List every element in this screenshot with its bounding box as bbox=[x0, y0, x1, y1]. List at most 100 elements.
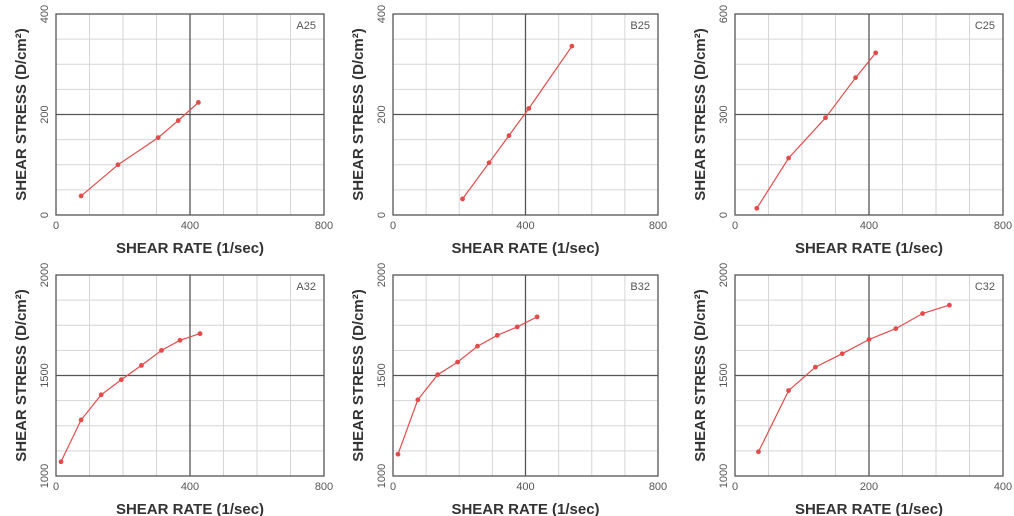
data-point bbox=[78, 193, 84, 199]
data-point bbox=[786, 155, 791, 161]
x-tick-label: 800 bbox=[649, 220, 667, 232]
x-tick-label: 400 bbox=[516, 481, 534, 493]
data-point bbox=[569, 43, 575, 49]
x-axis-label: SHEAR RATE (1/sec) bbox=[451, 501, 599, 516]
x-tick-label: 400 bbox=[860, 220, 878, 232]
data-point bbox=[115, 162, 121, 168]
y-tick-label: 400 bbox=[39, 5, 51, 23]
data-point bbox=[494, 332, 500, 338]
x-axis-label: SHEAR RATE (1/sec) bbox=[116, 240, 264, 257]
data-point bbox=[118, 377, 124, 383]
x-tick-label: 800 bbox=[315, 220, 333, 232]
data-point bbox=[526, 106, 532, 111]
data-point bbox=[893, 326, 899, 331]
data-point bbox=[460, 196, 465, 202]
panel-b32: 0 400 800 1000 1500 2000 SHEAR RATE (1/sec) SHE… bbox=[350, 263, 667, 516]
panel-title: B32 bbox=[630, 281, 650, 293]
panel-title: A25 bbox=[296, 20, 316, 32]
data-point bbox=[415, 397, 421, 403]
data-point bbox=[139, 363, 144, 368]
y-axis-label: SHEAR STRESS (D/cm²) bbox=[350, 28, 367, 201]
series-line bbox=[60, 333, 201, 463]
y-tick-label: 1000 bbox=[376, 464, 388, 488]
x-tick-label: 400 bbox=[181, 220, 199, 232]
y-axis-label: SHEAR STRESS (D/cm²) bbox=[13, 28, 30, 201]
data-point bbox=[506, 133, 512, 139]
y-axis-label: SHEAR STRESS (D/cm²) bbox=[692, 28, 709, 201]
data-point bbox=[486, 160, 492, 166]
x-tick-label: 0 bbox=[732, 220, 738, 232]
x-tick-label: 400 bbox=[181, 481, 199, 493]
y-tick-label: 2000 bbox=[376, 263, 388, 287]
x-tick-label: 0 bbox=[53, 220, 59, 232]
y-tick-label: 0 bbox=[39, 212, 51, 218]
series-line bbox=[80, 101, 199, 197]
data-point bbox=[455, 359, 460, 365]
x-axis-label: SHEAR RATE (1/sec) bbox=[795, 501, 943, 516]
series-line bbox=[462, 45, 573, 200]
x-tick-label: 800 bbox=[315, 481, 333, 493]
y-tick-label: 1500 bbox=[376, 363, 388, 387]
x-axis-label: SHEAR RATE (1/sec) bbox=[451, 240, 599, 257]
y-tick-label: 1500 bbox=[718, 363, 730, 387]
x-axis-label: SHEAR RATE (1/sec) bbox=[116, 501, 264, 516]
y-tick-label: 2000 bbox=[39, 263, 51, 287]
y-axis-label: SHEAR STRESS (D/cm²) bbox=[692, 289, 709, 462]
data-point bbox=[195, 100, 201, 105]
x-tick-label: 0 bbox=[390, 481, 396, 493]
data-point bbox=[853, 75, 858, 81]
data-point bbox=[813, 364, 818, 370]
series-line bbox=[397, 316, 538, 455]
panel-a32: 0 400 800 1000 1500 2000 SHEAR RATE (1/sec) SHE… bbox=[13, 263, 333, 516]
panel-a25: 0 400 800 0 200 400 SHEAR RATE (1/sec) SHEAR ST… bbox=[13, 5, 333, 257]
x-tick-label: 0 bbox=[53, 481, 59, 493]
data-point bbox=[920, 311, 925, 316]
data-point bbox=[435, 372, 441, 378]
data-point bbox=[98, 392, 104, 398]
data-point bbox=[395, 451, 401, 457]
panel-title: A32 bbox=[296, 281, 316, 293]
x-axis-label: SHEAR RATE (1/sec) bbox=[795, 240, 943, 257]
y-tick-label: 200 bbox=[39, 105, 51, 123]
series-line bbox=[757, 304, 950, 452]
data-point bbox=[754, 205, 760, 211]
panel-title: C32 bbox=[975, 281, 995, 293]
data-point bbox=[823, 115, 828, 121]
data-point bbox=[177, 337, 183, 343]
y-tick-label: 0 bbox=[376, 212, 388, 218]
panel-title: C25 bbox=[975, 20, 995, 32]
y-axis-label: SHEAR STRESS (D/cm²) bbox=[350, 289, 367, 462]
data-point bbox=[475, 343, 480, 349]
x-tick-label: 800 bbox=[994, 220, 1012, 232]
y-tick-label: 1500 bbox=[39, 363, 51, 387]
y-tick-label: 200 bbox=[376, 105, 388, 123]
panel-b25: 0 400 800 0 200 400 SHEAR RATE (1/sec) SHEAR ST… bbox=[350, 5, 667, 257]
panel-title: B25 bbox=[630, 20, 650, 32]
series-line bbox=[756, 52, 877, 209]
data-point bbox=[839, 351, 845, 357]
data-point bbox=[947, 302, 952, 308]
data-point bbox=[534, 314, 540, 320]
panel-c32: 0 200 400 1000 1500 2000 SHEAR RATE (1/sec) SHE… bbox=[692, 263, 1012, 516]
panel-c25: 0 400 800 0 300 600 SHEAR RATE (1/sec) SHEAR ST… bbox=[692, 5, 1012, 257]
y-tick-label: 600 bbox=[718, 5, 730, 23]
data-point bbox=[159, 347, 164, 353]
data-point bbox=[155, 135, 161, 141]
y-tick-label: 400 bbox=[376, 5, 388, 23]
x-tick-label: 200 bbox=[860, 481, 878, 493]
x-tick-label: 0 bbox=[732, 481, 738, 493]
x-tick-label: 0 bbox=[390, 220, 396, 232]
y-tick-label: 1000 bbox=[718, 464, 730, 488]
data-point bbox=[175, 118, 181, 123]
data-point bbox=[514, 324, 520, 330]
data-point bbox=[78, 417, 84, 423]
y-tick-label: 0 bbox=[718, 212, 730, 218]
y-axis-label: SHEAR STRESS (D/cm²) bbox=[13, 289, 30, 462]
data-point bbox=[873, 50, 879, 56]
x-tick-label: 800 bbox=[649, 481, 667, 493]
data-point bbox=[786, 388, 791, 393]
y-tick-label: 2000 bbox=[718, 263, 730, 287]
data-point bbox=[197, 331, 203, 337]
x-tick-label: 400 bbox=[994, 481, 1012, 493]
